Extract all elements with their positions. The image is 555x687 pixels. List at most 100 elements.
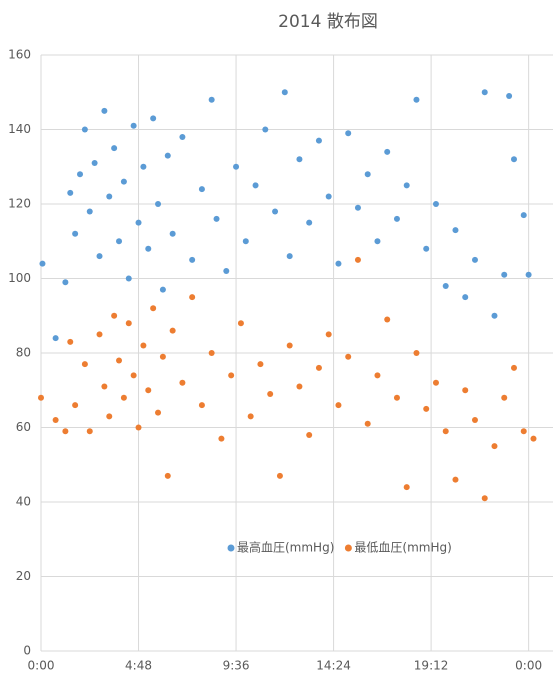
point bbox=[96, 253, 103, 260]
point bbox=[384, 148, 391, 155]
point bbox=[130, 372, 137, 379]
point bbox=[81, 361, 88, 368]
point bbox=[471, 417, 478, 424]
point bbox=[335, 402, 342, 409]
point bbox=[169, 230, 176, 237]
point bbox=[233, 163, 240, 170]
point bbox=[452, 227, 459, 234]
point bbox=[81, 126, 88, 133]
point bbox=[374, 372, 381, 379]
x-tick-label: 0:00 bbox=[28, 659, 55, 673]
point bbox=[213, 215, 220, 222]
y-tick-label: 20 bbox=[16, 569, 31, 583]
point bbox=[101, 107, 108, 114]
point bbox=[189, 256, 196, 263]
point bbox=[345, 353, 352, 360]
point bbox=[67, 338, 74, 345]
point bbox=[164, 472, 171, 479]
point bbox=[150, 115, 157, 122]
point bbox=[135, 424, 142, 431]
point bbox=[135, 219, 142, 226]
point bbox=[296, 383, 303, 390]
point bbox=[91, 160, 98, 167]
point bbox=[101, 383, 108, 390]
point bbox=[247, 413, 254, 420]
point bbox=[252, 182, 259, 189]
point bbox=[384, 316, 391, 323]
point bbox=[120, 178, 127, 185]
point bbox=[413, 96, 420, 103]
point bbox=[96, 331, 103, 338]
legend-label: 最高血圧(mmHg) bbox=[237, 540, 334, 555]
point bbox=[179, 379, 186, 386]
point bbox=[432, 379, 439, 386]
point bbox=[159, 353, 166, 360]
y-tick-label: 0 bbox=[23, 644, 31, 658]
y-tick-label: 120 bbox=[8, 197, 31, 211]
point bbox=[452, 476, 459, 483]
point bbox=[442, 428, 449, 435]
point bbox=[111, 145, 118, 152]
point bbox=[520, 212, 527, 219]
point bbox=[228, 372, 235, 379]
point bbox=[116, 238, 123, 245]
point bbox=[62, 428, 69, 435]
point bbox=[306, 219, 313, 226]
point bbox=[198, 186, 205, 193]
point bbox=[164, 152, 171, 159]
point bbox=[530, 435, 537, 442]
point bbox=[286, 253, 293, 260]
point bbox=[286, 342, 293, 349]
point bbox=[218, 435, 225, 442]
point bbox=[145, 245, 152, 252]
point bbox=[62, 279, 69, 286]
point bbox=[39, 260, 46, 267]
point bbox=[262, 126, 269, 133]
point bbox=[130, 122, 137, 129]
y-tick-label: 100 bbox=[8, 271, 31, 285]
y-tick-label: 80 bbox=[16, 346, 31, 360]
point bbox=[510, 156, 517, 163]
point bbox=[125, 275, 132, 282]
point bbox=[393, 215, 400, 222]
y-tick-label: 60 bbox=[16, 420, 31, 434]
point bbox=[413, 350, 420, 356]
point bbox=[155, 201, 162, 207]
y-tick-label: 40 bbox=[16, 495, 31, 509]
point bbox=[403, 484, 410, 491]
point bbox=[506, 92, 513, 99]
point bbox=[491, 443, 498, 450]
point bbox=[272, 208, 279, 215]
point bbox=[198, 402, 205, 409]
point bbox=[481, 89, 488, 96]
point bbox=[116, 357, 123, 364]
x-tick-label: 14:24 bbox=[316, 659, 351, 673]
point bbox=[296, 156, 303, 163]
point bbox=[52, 335, 59, 342]
point bbox=[462, 294, 469, 301]
point bbox=[423, 405, 430, 412]
x-tick-label: 0:00 bbox=[515, 659, 542, 673]
point bbox=[52, 417, 59, 424]
point bbox=[111, 312, 118, 319]
point bbox=[86, 208, 93, 215]
legend-marker bbox=[344, 544, 352, 552]
point bbox=[179, 133, 186, 140]
point bbox=[140, 342, 147, 349]
point bbox=[315, 364, 322, 371]
point bbox=[393, 394, 400, 401]
point bbox=[159, 286, 166, 293]
point bbox=[189, 294, 196, 301]
point bbox=[67, 189, 74, 196]
point bbox=[145, 387, 152, 394]
point bbox=[257, 361, 264, 368]
point bbox=[325, 331, 332, 338]
y-tick-label: 140 bbox=[8, 122, 31, 136]
x-tick-label: 9:36 bbox=[223, 659, 250, 673]
point bbox=[125, 320, 132, 327]
point bbox=[471, 256, 478, 263]
point bbox=[315, 137, 322, 144]
point bbox=[276, 472, 283, 479]
point bbox=[267, 390, 274, 397]
